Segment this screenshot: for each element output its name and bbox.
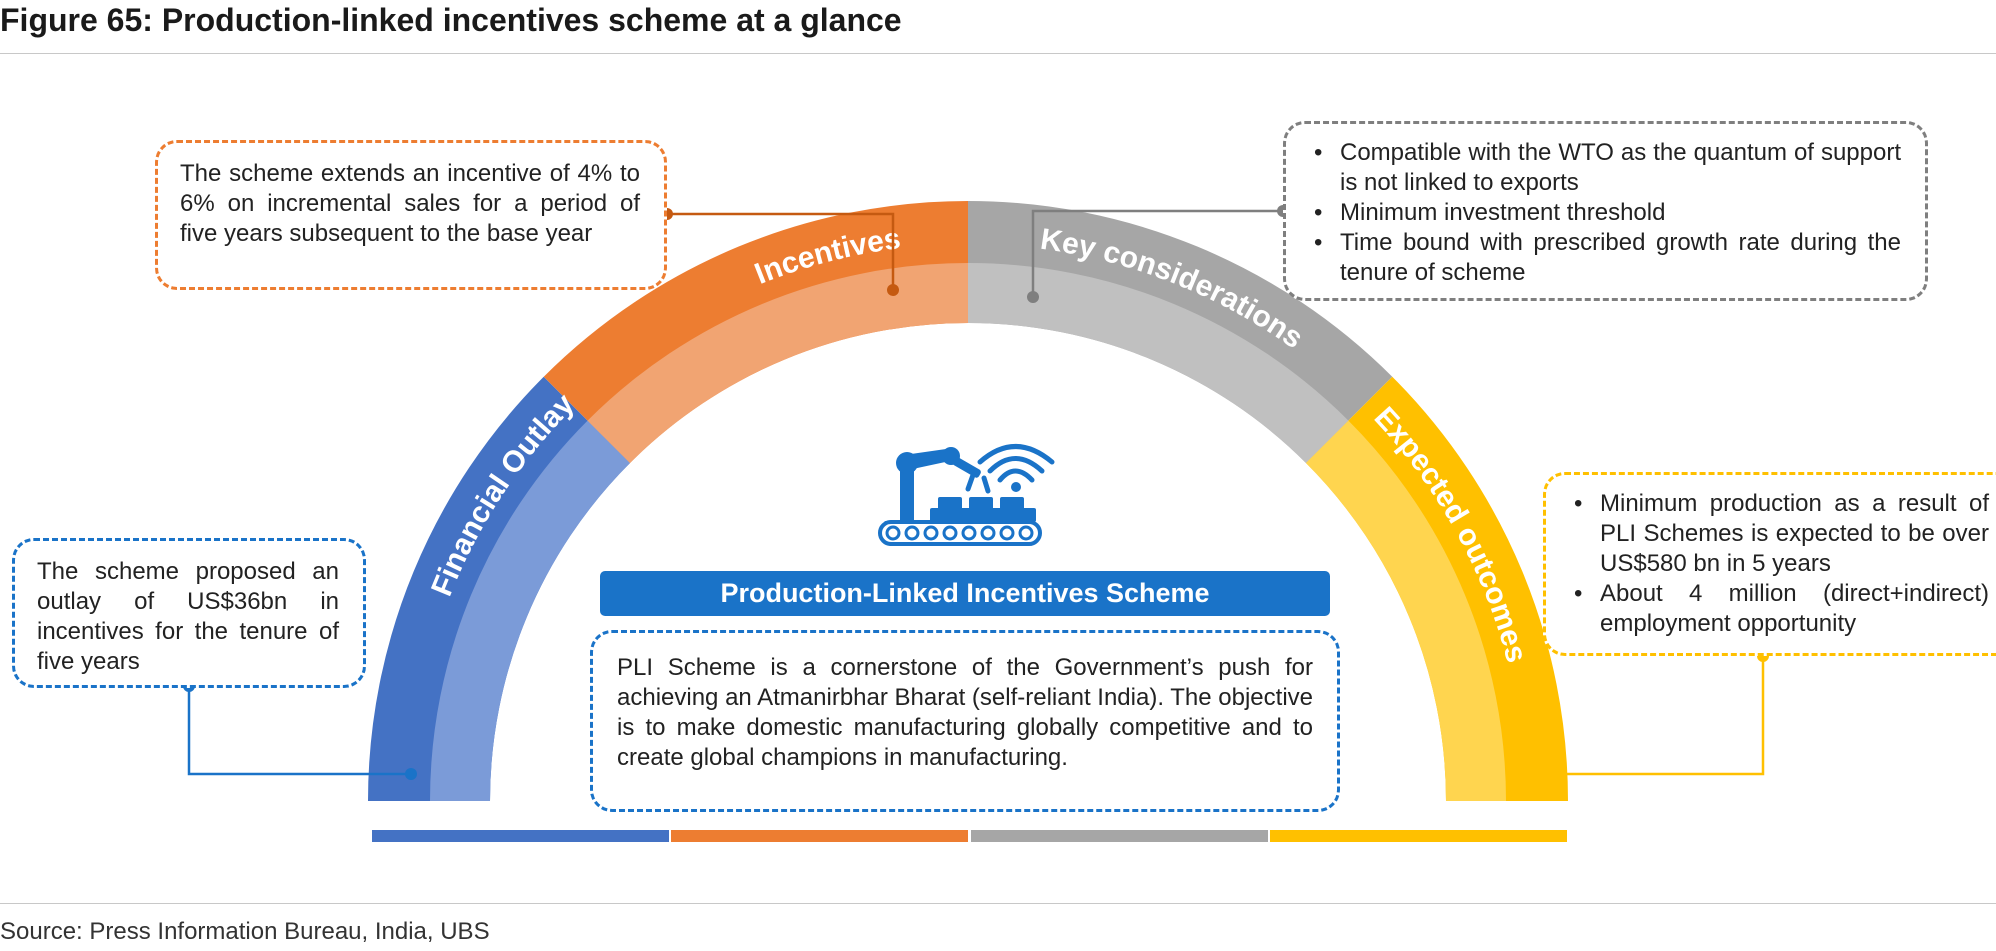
financial-outlay-bar [372,830,669,842]
scheme-description-text: PLI Scheme is a cornerstone of the Gover… [617,653,1313,773]
scheme-description-callout: PLI Scheme is a cornerstone of the Gover… [590,630,1340,812]
expected-outcomes-callout: Minimum production as a result of PLI Sc… [1543,472,1996,656]
key-consideration-item: Time bound with prescribed growth rate d… [1310,228,1901,288]
incentives-bar [671,830,968,842]
financial-outlay-callout: The scheme proposed an outlay of US$36bn… [12,538,366,688]
key-consideration-item: Compatible with the WTO as the quantum o… [1310,138,1901,198]
financial-outlay-text: The scheme proposed an outlay of US$36bn… [37,557,339,677]
connector-dot [887,284,899,296]
source-rule [0,903,1996,904]
incentives-callout: The scheme extends an incentive of 4% to… [155,140,667,290]
connector-dot [1027,291,1039,303]
incentives-text: The scheme extends an incentive of 4% to… [180,159,640,249]
scheme-banner: Production-Linked Incentives Scheme [600,571,1330,616]
key-consideration-item: Minimum investment threshold [1310,198,1901,228]
source-note: Source: Press Information Bureau, India,… [0,918,490,946]
expected-outcome-item: About 4 million (direct+indirect) employ… [1570,579,1989,639]
key-considerations-bar [971,830,1268,842]
key-considerations-callout: Compatible with the WTO as the quantum o… [1283,121,1928,301]
expected-outcomes-connector [1563,656,1763,774]
expected-outcomes-bar [1270,830,1567,842]
robotic-arm-factory-icon [880,447,1052,545]
expected-outcome-item: Minimum production as a result of PLI Sc… [1570,489,1989,579]
connector-dot [405,768,417,780]
